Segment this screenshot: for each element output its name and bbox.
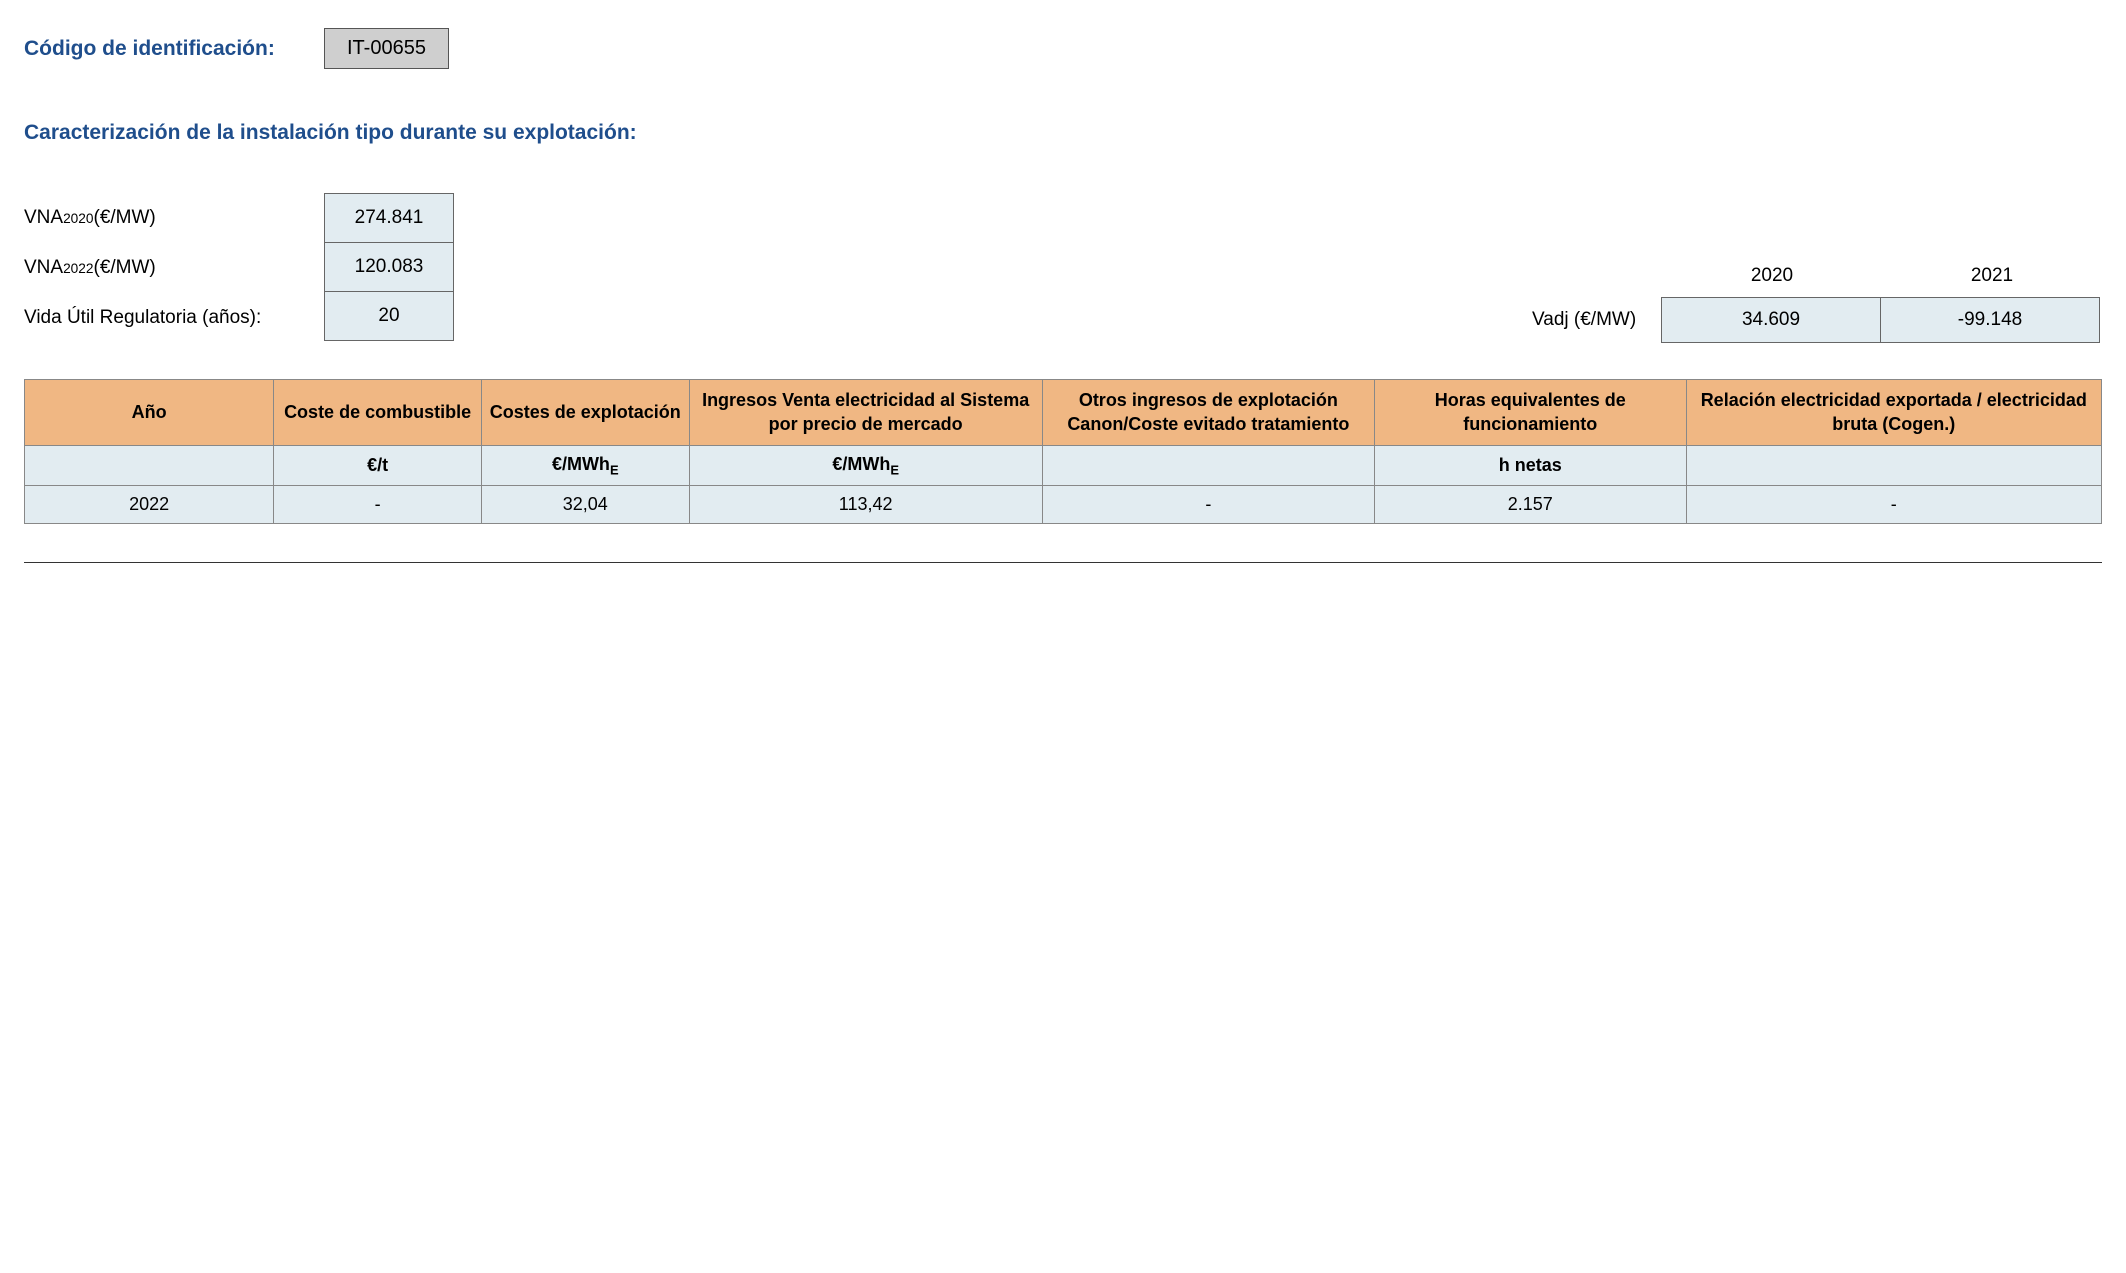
th-coste-combustible: Coste de combustible <box>274 380 482 446</box>
vna-2022-value: 120.083 <box>324 242 454 292</box>
vadj-year-1: 2021 <box>1882 255 2102 297</box>
vadj-label: Vadj (€/MW) <box>1532 309 1662 331</box>
th-ano: Año <box>25 380 274 446</box>
unit-1: €/t <box>274 445 482 486</box>
table-row: 2022 - 32,04 113,42 - 2.157 - <box>25 486 2102 524</box>
section-title: Caracterización de la instalación tipo d… <box>24 121 2102 145</box>
vadj-years-row: 2020 2021 <box>1532 255 2102 297</box>
th-ingresos-venta: Ingresos Venta electricidad al Sistema p… <box>689 380 1042 446</box>
cell-0-1: - <box>274 486 482 524</box>
table-header-row: Año Coste de combustible Costes de explo… <box>25 380 2102 446</box>
vadj-value-0: 34.609 <box>1661 297 1881 343</box>
vadj-values-row: Vadj (€/MW) 34.609 -99.148 <box>1532 297 2102 343</box>
unit-2: €/MWhE <box>481 445 689 486</box>
unit-0 <box>25 445 274 486</box>
vna-2020-value: 274.841 <box>324 193 454 243</box>
separator-line <box>24 562 2102 563</box>
cell-0-0: 2022 <box>25 486 274 524</box>
cell-0-3: 113,42 <box>689 486 1042 524</box>
vadj-value-1: -99.148 <box>1880 297 2100 343</box>
identification-code: IT-00655 <box>324 28 449 69</box>
th-costes-explotacion: Costes de explotación <box>481 380 689 446</box>
th-horas-equiv: Horas equivalentes de funcionamiento <box>1375 380 1687 446</box>
parameter-values: 274.841 120.083 20 <box>324 193 454 341</box>
unit-4 <box>1042 445 1374 486</box>
cell-0-6: - <box>1686 486 2101 524</box>
th-otros-ingresos: Otros ingresos de explotación Canon/Cost… <box>1042 380 1374 446</box>
vida-util-value: 20 <box>324 291 454 341</box>
parameters-left: VNA2020 (€/MW) VNA2022 (€/MW) Vida Útil … <box>24 193 454 343</box>
parameter-labels: VNA2020 (€/MW) VNA2022 (€/MW) Vida Útil … <box>24 193 324 343</box>
cell-0-2: 32,04 <box>481 486 689 524</box>
vadj-spacer <box>1532 255 1662 297</box>
identification-label: Código de identificación: <box>24 37 324 61</box>
cell-0-5: 2.157 <box>1375 486 1687 524</box>
unit-3: €/MWhE <box>689 445 1042 486</box>
main-table: Año Coste de combustible Costes de explo… <box>24 379 2102 524</box>
vadj-year-0: 2020 <box>1662 255 1882 297</box>
th-relacion-elec: Relación electricidad exportada / electr… <box>1686 380 2101 446</box>
cell-0-4: - <box>1042 486 1374 524</box>
vadj-block: 2020 2021 Vadj (€/MW) 34.609 -99.148 <box>1532 255 2102 343</box>
identification-row: Código de identificación: IT-00655 <box>24 28 2102 69</box>
unit-5: h netas <box>1375 445 1687 486</box>
vna-2022-label: VNA2022 (€/MW) <box>24 243 324 293</box>
vida-util-label: Vida Útil Regulatoria (años): <box>24 293 324 343</box>
vna-2020-label: VNA2020 (€/MW) <box>24 193 324 243</box>
unit-6 <box>1686 445 2101 486</box>
parameters-block: VNA2020 (€/MW) VNA2022 (€/MW) Vida Útil … <box>24 193 2102 343</box>
table-units-row: €/t €/MWhE €/MWhE h netas <box>25 445 2102 486</box>
